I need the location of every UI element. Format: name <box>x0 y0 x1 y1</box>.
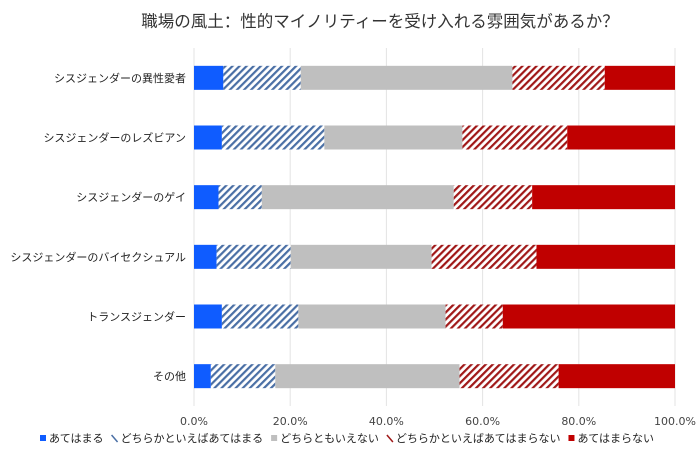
bar-segment <box>210 364 276 389</box>
bar-segment <box>275 364 460 389</box>
bar-segment <box>532 185 675 210</box>
bar-segment <box>453 185 533 210</box>
bar-segment <box>512 65 605 90</box>
bar-segment <box>290 244 432 269</box>
bar-segment <box>324 125 463 150</box>
category-label: トランスジェンダー <box>87 310 186 324</box>
legend-swatch <box>568 435 575 441</box>
bar-segment <box>445 304 503 329</box>
bar-segment <box>194 364 211 389</box>
bar-segment <box>604 65 675 90</box>
legend-label: あてはまる <box>49 432 104 445</box>
bar-segment <box>194 125 222 150</box>
bar-segment <box>221 125 325 150</box>
category-label: シスジェンダーのレズビアン <box>43 131 186 145</box>
legend-item: あてはまらない <box>568 432 654 445</box>
bar-segment <box>216 244 291 269</box>
bar-segment <box>194 244 217 269</box>
x-tick-label: 60.0% <box>465 415 500 428</box>
legend-item: どちらかといえばあてはまる <box>110 432 264 445</box>
bar-segment <box>194 65 224 90</box>
bar-segment <box>221 304 299 329</box>
legend-item: あてはまる <box>40 432 104 445</box>
bar-segment <box>536 244 675 269</box>
bar-segment <box>558 364 675 389</box>
bar-segment <box>223 65 301 90</box>
legend-swatch <box>386 434 394 443</box>
legend-swatch <box>110 434 119 443</box>
legend-swatch <box>40 435 46 441</box>
bar-segment <box>431 244 537 269</box>
legend-label: どちらかといえばあてはまる <box>121 432 264 445</box>
x-tick-label: 20.0% <box>273 415 308 428</box>
bar-segment <box>459 364 559 389</box>
bar-segment <box>502 304 675 329</box>
bar-segment <box>194 304 222 329</box>
category-label: その他 <box>153 370 186 383</box>
legend-label: あてはまらない <box>577 432 654 445</box>
bar-segment <box>300 65 513 90</box>
chart-title: 職場の風土：性的マイノリティーを受け入れる雰囲気があるか？ <box>141 12 619 31</box>
category-label: シスジェンダーのゲイ <box>76 190 186 204</box>
legend-item: どちらかといえばあてはまらない <box>386 432 561 445</box>
bar-segment <box>194 185 219 210</box>
bar-segment <box>218 185 262 210</box>
x-tick-label: 0.0% <box>180 415 208 428</box>
bar-segment <box>567 125 675 150</box>
x-tick-label: 40.0% <box>369 415 404 428</box>
x-tick-label: 100.0% <box>654 415 696 428</box>
category-label: シスジェンダーの異性愛者 <box>54 71 186 85</box>
x-tick-label: 80.0% <box>561 415 596 428</box>
legend-swatch <box>271 435 278 441</box>
legend-label: どちらともいえない <box>280 432 379 445</box>
bar-segment <box>298 304 446 329</box>
bar-segment <box>462 125 568 150</box>
category-label: シスジェンダーのバイセクシュアル <box>10 250 186 264</box>
legend-item: どちらともいえない <box>271 432 379 445</box>
bar-segment <box>261 185 454 210</box>
legend-label: どちらかといえばあてはまらない <box>396 432 561 445</box>
